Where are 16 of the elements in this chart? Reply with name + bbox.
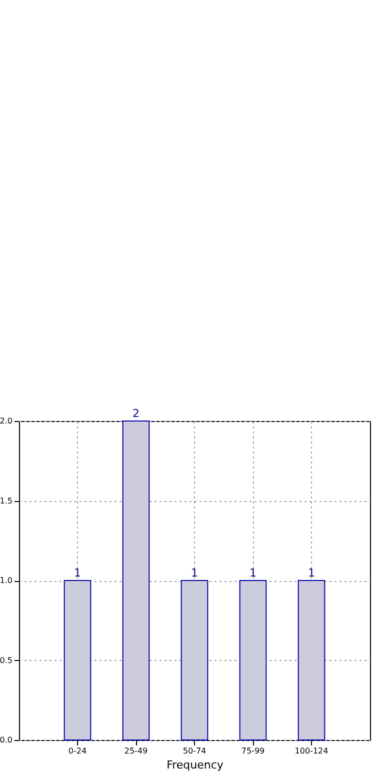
data-label: 1 — [191, 566, 198, 580]
y-tick-label: 1.5 — [0, 496, 12, 506]
x-tick-label: 0-24 — [68, 746, 87, 756]
x-tick-label: 100-124 — [294, 746, 328, 756]
data-label: 2 — [132, 407, 140, 420]
x-tick-label: 25-49 — [124, 746, 148, 756]
x-axis-title: Frequency — [166, 758, 224, 772]
x-tick-label: 75-99 — [241, 746, 265, 756]
y-tick-label: 0.5 — [0, 656, 12, 665]
data-label: 1 — [250, 566, 256, 580]
x-tick-label: 50-74 — [182, 746, 206, 756]
y-tick-label: 2.0 — [0, 416, 12, 426]
data-label: 1 — [308, 566, 315, 580]
data-label: 1 — [74, 566, 81, 580]
y-tick-label: 0.0 — [0, 736, 12, 744]
y-tick-label: 1.0 — [0, 576, 12, 585]
